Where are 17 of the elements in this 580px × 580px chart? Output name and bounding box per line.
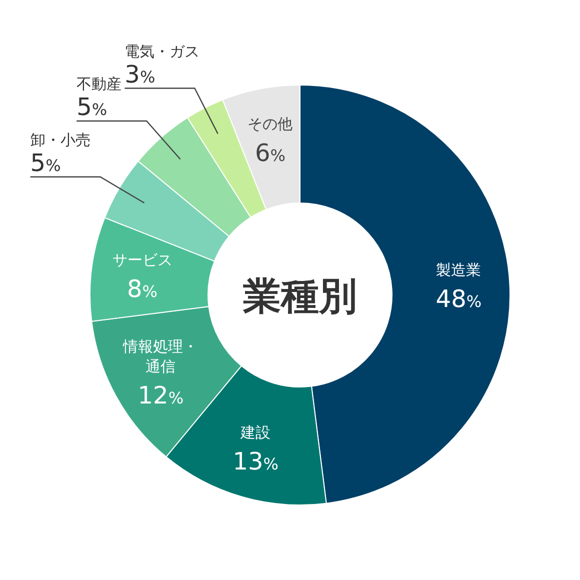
data-label: 5%	[76, 92, 108, 121]
text: 業種別	[242, 274, 357, 318]
slice-label: 建設	[240, 424, 271, 442]
slice-label: 電気・ガス	[124, 42, 200, 60]
data-label: 8%	[127, 275, 158, 304]
data-label: 5%	[30, 148, 61, 177]
slice-label: サービス	[112, 251, 172, 270]
slice-label: 卸・小売	[30, 130, 90, 149]
data-label: 13%	[232, 448, 279, 476]
data-label: 3%	[124, 60, 156, 88]
slice-label: 情報処理・通信	[122, 338, 198, 376]
slice-label: その他	[248, 114, 293, 133]
data-label: 12%	[138, 382, 184, 410]
data-label: 6%	[254, 138, 286, 167]
slice-label: 製造業	[436, 261, 482, 280]
data-label: 48%	[436, 285, 482, 314]
slice-label: 不動産	[76, 74, 122, 93]
